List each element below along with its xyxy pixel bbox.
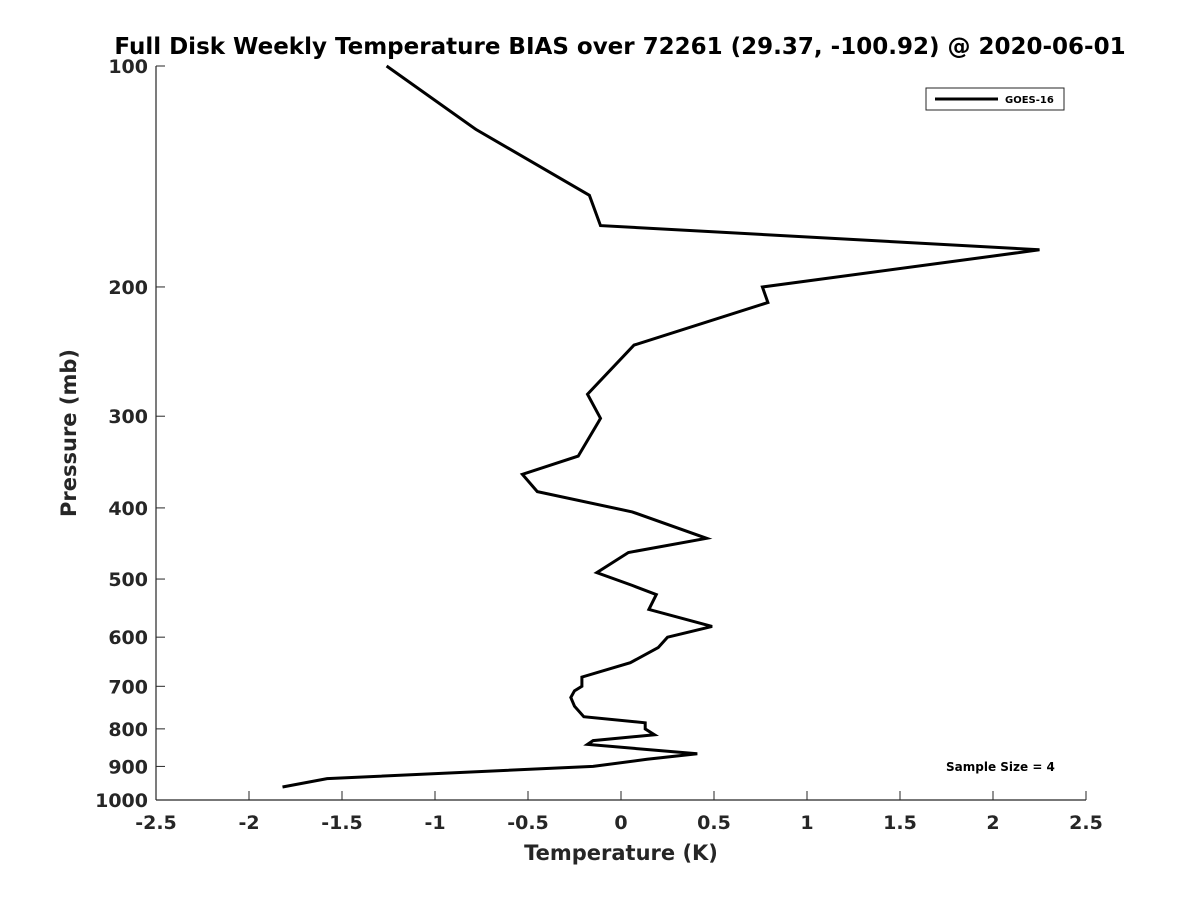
- legend: GOES-16: [925, 87, 1065, 111]
- y-axis-label: Pressure (mb): [57, 349, 81, 517]
- y-tick-label: 200: [108, 277, 148, 299]
- series-group: [282, 64, 1040, 789]
- x-ticks: -2.5 -2 -1.5 -1 -0.5 0 0.5 1 1.5 2 2.5: [135, 791, 1103, 834]
- x-tick-label: -1: [424, 812, 445, 834]
- x-tick-label: -0.5: [507, 812, 549, 834]
- y-tick-label: 600: [108, 627, 148, 649]
- y-tick-label: 500: [108, 569, 148, 591]
- y-tick-label: 800: [108, 719, 148, 741]
- legend-label-goes-16: GOES-16: [1005, 95, 1054, 106]
- y-ticks: 100 200 300 400 500 600 700 800 900 1000: [95, 56, 165, 812]
- x-tick-label: -1.5: [321, 812, 363, 834]
- x-tick-label: -2: [238, 812, 259, 834]
- y-tick-label: 1000: [95, 790, 148, 812]
- x-tick-label: -2.5: [135, 812, 177, 834]
- y-tick-label: 700: [108, 676, 148, 698]
- x-tick-label: 2: [986, 812, 999, 834]
- x-tick-label: 2.5: [1069, 812, 1103, 834]
- y-tick-label: 100: [108, 56, 148, 78]
- x-tick-label: 1.5: [883, 812, 917, 834]
- plot-area: -2.5 -2 -1.5 -1 -0.5 0 0.5 1 1.5 2 2.5 100 200 300 40…: [95, 56, 1103, 834]
- x-tick-label: 0.5: [697, 812, 731, 834]
- x-axis-label: Temperature (K): [524, 841, 718, 865]
- y-tick-label: 900: [108, 756, 148, 778]
- sample-size-annotation: Sample Size = 4: [946, 760, 1055, 774]
- x-tick-label: 1: [800, 812, 813, 834]
- series-line-goes-16: [282, 64, 1040, 789]
- chart-title: Full Disk Weekly Temperature BIAS over 7…: [114, 34, 1125, 60]
- y-tick-label: 400: [108, 498, 148, 520]
- y-tick-label: 300: [108, 406, 148, 428]
- x-tick-label: 0: [614, 812, 627, 834]
